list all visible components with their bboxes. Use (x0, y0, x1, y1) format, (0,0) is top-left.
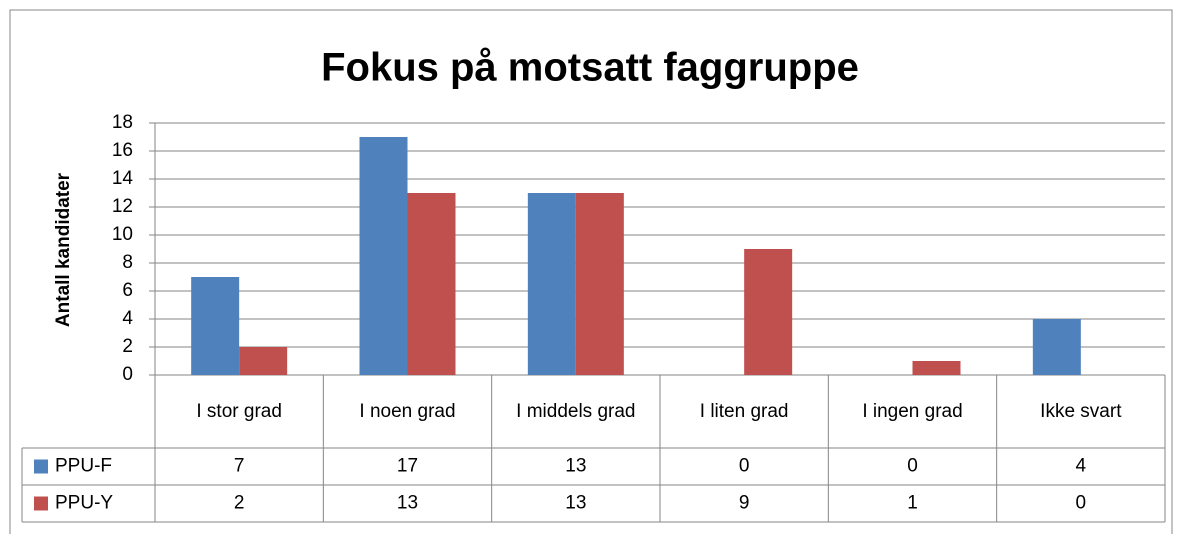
y-tick-label: 16 (112, 140, 133, 161)
table-value: 13 (565, 493, 586, 514)
bar (239, 347, 288, 375)
bar (407, 193, 456, 375)
y-tick-label: 10 (112, 224, 133, 245)
y-tick-label: 18 (112, 112, 133, 133)
x-tick-label: Ikke svart (1040, 400, 1122, 422)
table-value: 7 (234, 456, 245, 477)
legend-key (34, 459, 48, 474)
legend-key (34, 496, 48, 511)
y-tick-label: 2 (122, 336, 133, 357)
y-tick-label: 14 (112, 168, 134, 189)
y-tick-label: 4 (122, 308, 133, 329)
table-value: 4 (1076, 456, 1087, 477)
table-value: 17 (397, 456, 418, 477)
legend-label: PPU-F (55, 456, 112, 477)
x-tick-label: I liten grad (699, 400, 789, 422)
table-value: 13 (565, 456, 586, 477)
table-value: 2 (234, 493, 245, 514)
bar (191, 277, 240, 375)
bar (575, 193, 624, 375)
y-axis-label: Antall kandidater (53, 172, 74, 327)
table-value: 9 (739, 493, 750, 514)
table-value: 1 (907, 493, 918, 514)
table-value: 0 (907, 456, 918, 477)
legend-label: PPU-Y (55, 493, 113, 514)
y-tick-label: 0 (122, 364, 133, 385)
x-tick-label: I middels grad (516, 400, 636, 422)
x-tick-label: I ingen grad (862, 400, 963, 422)
bar (744, 249, 793, 375)
bar (1032, 319, 1081, 375)
y-tick-label: 8 (122, 252, 133, 273)
x-tick-label: I noen grad (359, 400, 456, 422)
table-value: 13 (397, 493, 418, 514)
chart-border (9, 9, 1173, 534)
table-value: 0 (1076, 493, 1087, 514)
table-value: 0 (739, 456, 750, 477)
bar (359, 137, 408, 375)
bar (527, 193, 576, 375)
y-tick-label: 12 (112, 196, 133, 217)
chart-title: Fokus på motsatt faggruppe (321, 46, 859, 90)
bar (912, 361, 961, 375)
y-tick-label: 6 (122, 280, 133, 301)
x-tick-label: I stor grad (196, 400, 282, 422)
